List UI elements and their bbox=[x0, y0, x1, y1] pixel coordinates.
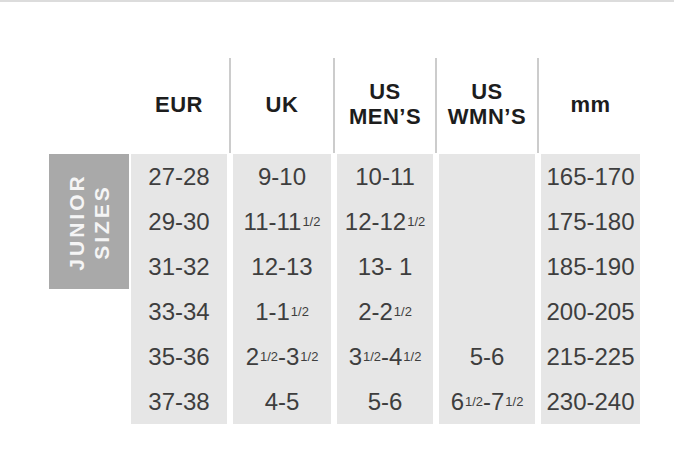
junior-sizes-label-text: JUNIOR SIZES bbox=[49, 154, 129, 289]
size-cell bbox=[439, 244, 535, 289]
size-cell: 27-28 bbox=[131, 154, 227, 199]
size-cell: 215-225 bbox=[541, 334, 640, 379]
header-separator bbox=[435, 58, 437, 153]
header-row: EURUKUS MEN’SUS WMN’Smm bbox=[131, 57, 640, 153]
size-cell bbox=[439, 289, 535, 334]
size-cell: 13- 1 bbox=[337, 244, 433, 289]
table-body: 27-2829-3031-3233-3435-3637-389-1011-111… bbox=[131, 154, 640, 424]
size-cell: 165-170 bbox=[541, 154, 640, 199]
size-cell: 29-30 bbox=[131, 199, 227, 244]
size-cell: 31/2-41/2 bbox=[337, 334, 433, 379]
size-cell: 35-36 bbox=[131, 334, 227, 379]
size-cell: 2-21/2 bbox=[337, 289, 433, 334]
size-cell: 11-111/2 bbox=[233, 199, 331, 244]
header-mm: mm bbox=[541, 57, 640, 153]
size-cell: 33-34 bbox=[131, 289, 227, 334]
label-line-1: JUNIOR bbox=[64, 173, 89, 270]
size-cell bbox=[439, 154, 535, 199]
size-cell: 12-13 bbox=[233, 244, 331, 289]
size-chart-page: EURUKUS MEN’SUS WMN’Smm 27-2829-3031-323… bbox=[0, 0, 674, 449]
size-cell: 37-38 bbox=[131, 379, 227, 424]
size-cell bbox=[439, 199, 535, 244]
column-mm: 165-170175-180185-190200-205215-225230-2… bbox=[541, 154, 640, 424]
size-cell: 1-11/2 bbox=[233, 289, 331, 334]
header-separator bbox=[537, 58, 539, 153]
header-uk: UK bbox=[233, 57, 331, 153]
size-cell: 5-6 bbox=[337, 379, 433, 424]
size-cell: 21/2-31/2 bbox=[233, 334, 331, 379]
size-cell: 10-11 bbox=[337, 154, 433, 199]
size-cell: 175-180 bbox=[541, 199, 640, 244]
header-separator bbox=[229, 58, 231, 153]
size-cell: 185-190 bbox=[541, 244, 640, 289]
size-cell: 5-6 bbox=[439, 334, 535, 379]
column-uk: 9-1011-111/212-131-11/221/2-31/24-5 bbox=[233, 154, 331, 424]
junior-sizes-label: JUNIOR SIZES bbox=[49, 154, 129, 289]
column-us-mens: 10-1112-121/213- 12-21/231/2-41/25-6 bbox=[337, 154, 433, 424]
header-us-wmns: US WMN’S bbox=[439, 57, 535, 153]
header-us-mens: US MEN’S bbox=[337, 57, 433, 153]
column-us-wmns: 5-661/2-71/2 bbox=[439, 154, 535, 424]
size-cell: 61/2-71/2 bbox=[439, 379, 535, 424]
size-cell: 12-121/2 bbox=[337, 199, 433, 244]
header-eur: EUR bbox=[131, 57, 227, 153]
size-cell: 230-240 bbox=[541, 379, 640, 424]
column-eur: 27-2829-3031-3233-3435-3637-38 bbox=[131, 154, 227, 424]
size-cell: 4-5 bbox=[233, 379, 331, 424]
top-divider bbox=[0, 0, 674, 2]
header-separator bbox=[333, 58, 335, 153]
label-line-2: SIZES bbox=[89, 184, 114, 260]
size-cell: 31-32 bbox=[131, 244, 227, 289]
size-cell: 9-10 bbox=[233, 154, 331, 199]
size-cell: 200-205 bbox=[541, 289, 640, 334]
